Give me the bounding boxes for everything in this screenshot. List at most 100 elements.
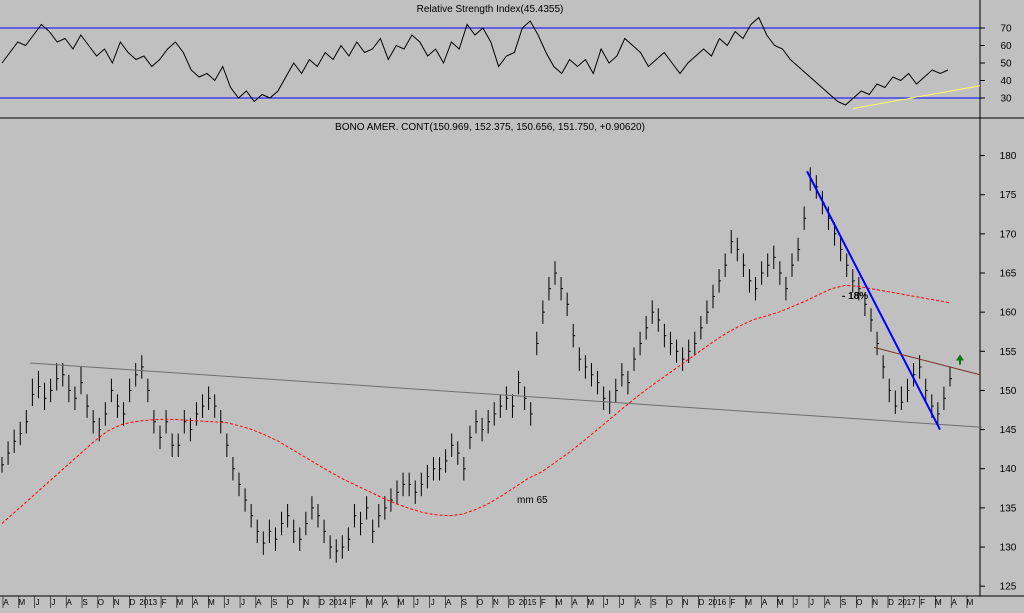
month-tick-label: O <box>477 598 483 607</box>
month-tick-label: A <box>446 598 452 607</box>
rsi-series <box>1 16 949 106</box>
month-tick-label: 2013 <box>139 598 157 607</box>
month-tick-label: F <box>731 598 736 607</box>
month-tick-label: M <box>935 598 942 607</box>
month-tick-label: 2017 <box>898 598 916 607</box>
price-tick-label: 135 <box>1000 503 1017 514</box>
month-tick-label: M <box>18 598 25 607</box>
price-tick-label: 130 <box>1000 543 1017 554</box>
price-tick-label: 180 <box>1000 151 1017 162</box>
month-tick-label: N <box>872 598 878 607</box>
month-tick-label: J <box>605 598 609 607</box>
price-tick-label: 170 <box>1000 229 1017 240</box>
month-tick-label: J <box>36 598 40 607</box>
price-tick-label: 125 <box>1000 582 1017 593</box>
month-tick-label: 2015 <box>519 598 537 607</box>
month-tick-label: O <box>98 598 104 607</box>
month-tick-label: D <box>888 598 894 607</box>
month-tick-label: F <box>541 598 546 607</box>
price-trendline-1 <box>806 170 941 431</box>
rsi-line <box>1 16 949 106</box>
rsi-tick-label: 60 <box>1000 41 1012 52</box>
month-tick-label: F <box>351 598 356 607</box>
rsi-y-axis: 30 40 50 60 70 <box>980 24 1012 105</box>
month-tick-label: S <box>272 598 277 607</box>
month-tick-label: S <box>651 598 656 607</box>
moving-average-65 <box>1 284 951 524</box>
month-tick-label: N <box>493 598 499 607</box>
month-tick-label: A <box>952 598 958 607</box>
month-tick-label: M <box>967 598 974 607</box>
month-tick-label: J <box>51 598 55 607</box>
month-tick-label: A <box>572 598 578 607</box>
month-tick-label: J <box>225 598 229 607</box>
month-tick-label: O <box>667 598 673 607</box>
month-tick-label: M <box>398 598 405 607</box>
month-tick-label: J <box>810 598 814 607</box>
month-tick-label: F <box>920 598 925 607</box>
month-tick-label: S <box>462 598 467 607</box>
price-tick-label: 140 <box>1000 464 1017 475</box>
month-tick-label: N <box>683 598 689 607</box>
rsi-tick-label: 40 <box>1000 76 1012 87</box>
month-tick-label: O <box>287 598 293 607</box>
rsi-tick-label: 30 <box>1000 94 1012 105</box>
price-tick-label: 145 <box>1000 425 1017 436</box>
month-tick-label: J <box>241 598 245 607</box>
price-tick-label: 175 <box>1000 190 1017 201</box>
drop-percent-label: - 18% <box>842 291 868 302</box>
rsi-tick-label: 70 <box>1000 24 1012 35</box>
month-tick-label: A <box>762 598 768 607</box>
price-y-axis: 125 130 135 140 145 150 155 160 165 170 175 180 <box>980 151 1017 593</box>
month-tick-label: M <box>745 598 752 607</box>
month-tick-label: S <box>82 598 87 607</box>
month-tick-label: D <box>319 598 325 607</box>
rsi-panel <box>0 0 980 116</box>
month-tick-label: J <box>620 598 624 607</box>
rsi-annotations <box>852 85 981 109</box>
month-tick-label: D <box>130 598 136 607</box>
month-tick-label: D <box>698 598 704 607</box>
price-trendline-2 <box>873 346 981 376</box>
month-tick-label: M <box>366 598 373 607</box>
price-tick-label: 150 <box>1000 386 1017 397</box>
month-tick-label: O <box>856 598 862 607</box>
price-panel <box>0 118 980 596</box>
month-tick-label: A <box>635 598 641 607</box>
month-tick-label: M <box>556 598 563 607</box>
month-tick-label: A <box>256 598 262 607</box>
x-axis-months: A M J J A S O N D 2013 F M A M J J A S O N D 2014 F M A M J J A S O N D 2… <box>2 596 974 608</box>
month-tick-label: A <box>67 598 73 607</box>
price-tick-label: 155 <box>1000 347 1017 358</box>
price-tick-label: 160 <box>1000 308 1017 319</box>
month-tick-label: N <box>303 598 309 607</box>
month-tick-label: F <box>162 598 167 607</box>
month-tick-label: M <box>587 598 594 607</box>
price-title: BONO AMER. CONT(150.969, 152.375, 150.65… <box>335 122 645 133</box>
month-tick-label: J <box>415 598 419 607</box>
price-tick-label: 165 <box>1000 269 1017 280</box>
month-tick-label: S <box>841 598 846 607</box>
month-tick-label: D <box>509 598 515 607</box>
month-tick-label: A <box>383 598 389 607</box>
month-tick-label: J <box>431 598 435 607</box>
rsi-tick-label: 50 <box>1000 59 1012 70</box>
rsi-reference-lines <box>0 27 980 99</box>
month-tick-label: A <box>825 598 831 607</box>
month-tick-label: 2016 <box>708 598 726 607</box>
month-tick-label: 2014 <box>329 598 347 607</box>
month-tick-label: M <box>177 598 184 607</box>
month-tick-label: A <box>3 598 9 607</box>
green-up-arrow-icon <box>956 354 964 361</box>
mm65-label: mm 65 <box>517 495 548 506</box>
month-tick-label: A <box>193 598 199 607</box>
mm65-line <box>1 284 951 524</box>
rsi-trendline <box>852 85 981 109</box>
month-tick-label: J <box>794 598 798 607</box>
month-tick-label: N <box>114 598 120 607</box>
month-tick-label: M <box>777 598 784 607</box>
rsi-title: Relative Strength Index(45.4355) <box>417 4 564 15</box>
month-tick-label: M <box>208 598 215 607</box>
